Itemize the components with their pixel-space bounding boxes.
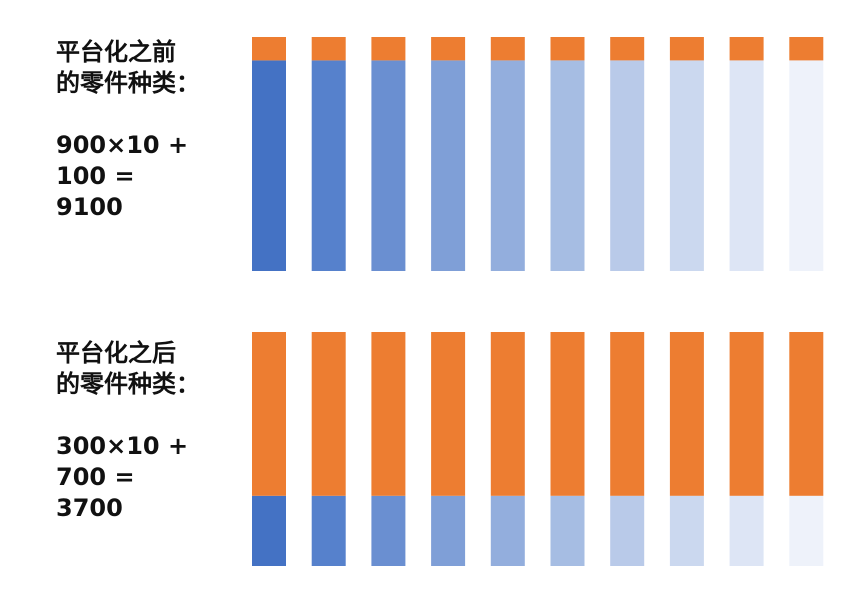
before-platform-annotation: 平台化之前 的零件种类： 900×10 + 100 = 9100	[56, 37, 200, 223]
before-specific-parts-bar-8	[669, 60, 704, 272]
after-specific-parts-bar-6	[550, 495, 585, 566]
before-shared-parts-bar-1	[252, 37, 286, 61]
before-shared-parts-bar-3	[371, 37, 406, 61]
after-shared-parts-bar-4	[431, 332, 466, 496]
before-shared-parts-bar-4	[431, 37, 466, 61]
before-specific-parts-bar-6	[550, 60, 585, 272]
after-specific-parts-bar-1	[252, 495, 286, 566]
after-shared-parts-bar-9	[729, 332, 764, 496]
before-specific-parts-bar-4	[431, 60, 466, 272]
before-annotation-line-2: 的零件种类：	[56, 69, 200, 97]
before-shared-parts-bar-9	[729, 37, 764, 61]
before-shared-parts-bar-8	[669, 37, 704, 61]
before-platform-chart	[252, 37, 824, 272]
after-annotation-line-1: 平台化之后	[56, 339, 176, 367]
after-shared-parts-bar-3	[371, 332, 406, 496]
after-shared-parts-bar-1	[252, 332, 286, 496]
after-specific-parts-bar-2	[311, 495, 346, 566]
after-shared-parts-bar-8	[669, 332, 704, 496]
after-specific-parts-bar-5	[490, 495, 525, 566]
after-platform-annotation: 平台化之后 的零件种类： 300×10 + 700 = 3700	[56, 338, 200, 524]
after-shared-parts-bar-7	[610, 332, 645, 496]
after-platform-chart	[252, 332, 824, 566]
after-shared-parts-bar-5	[490, 332, 525, 496]
before-annotation-line-5: 9100	[56, 193, 123, 221]
before-annotation-line-3: 900×10 +	[56, 131, 189, 159]
after-specific-parts-bar-3	[371, 495, 406, 566]
before-annotation-line-1: 平台化之前	[56, 38, 176, 66]
before-specific-parts-bar-7	[610, 60, 645, 272]
after-specific-parts-bar-10	[789, 495, 824, 566]
before-shared-parts-bar-2	[311, 37, 346, 61]
before-shared-parts-bar-10	[789, 37, 824, 61]
before-specific-parts-bar-5	[490, 60, 525, 272]
before-annotation-line-4: 100 =	[56, 162, 135, 190]
before-specific-parts-bar-9	[729, 60, 764, 272]
before-specific-parts-bar-10	[789, 60, 824, 272]
before-shared-parts-bar-5	[490, 37, 525, 61]
before-specific-parts-bar-3	[371, 60, 406, 272]
after-annotation-line-5: 3700	[56, 494, 123, 522]
after-shared-parts-bar-2	[311, 332, 346, 496]
after-annotation-line-3: 300×10 +	[56, 432, 189, 460]
after-annotation-line-4: 700 =	[56, 463, 135, 491]
before-shared-parts-bar-7	[610, 37, 645, 61]
after-specific-parts-bar-8	[669, 495, 704, 566]
after-shared-parts-bar-10	[789, 332, 824, 496]
after-annotation-line-2: 的零件种类：	[56, 370, 200, 398]
before-specific-parts-bar-2	[311, 60, 346, 272]
after-shared-parts-bar-6	[550, 332, 585, 496]
before-specific-parts-bar-1	[252, 60, 286, 272]
before-shared-parts-bar-6	[550, 37, 585, 61]
after-specific-parts-bar-7	[610, 495, 645, 566]
after-specific-parts-bar-4	[431, 495, 466, 566]
after-specific-parts-bar-9	[729, 495, 764, 566]
